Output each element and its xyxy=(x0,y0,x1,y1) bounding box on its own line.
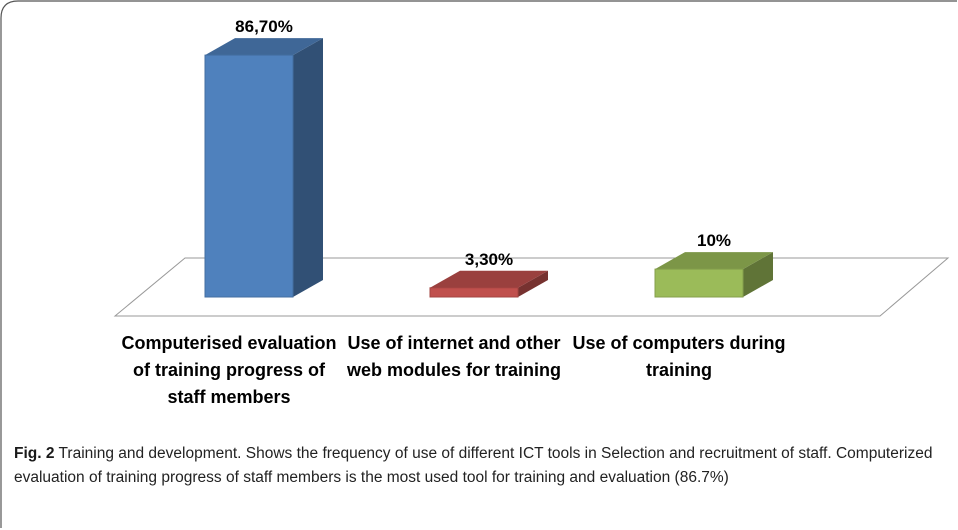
bar-top xyxy=(430,270,548,288)
bar xyxy=(654,268,744,298)
value-label: 86,70% xyxy=(235,17,293,36)
category-label: Use of internet and other web modules fo… xyxy=(346,333,561,380)
bar-side xyxy=(293,38,323,298)
bar-side xyxy=(743,252,773,297)
caption-text: Training and development. Shows the freq… xyxy=(14,445,933,486)
floor xyxy=(113,257,950,317)
category-label: Computerised evaluation of training prog… xyxy=(121,333,337,407)
bar-side xyxy=(518,270,548,297)
category-label: Use of computers during training xyxy=(572,333,786,380)
bar-top xyxy=(205,38,323,56)
caption: Fig. 2 Training and development. Shows t… xyxy=(14,442,944,490)
value-label: 3,30% xyxy=(465,250,513,269)
caption-label: Fig. 2 xyxy=(14,445,55,462)
bar-top xyxy=(655,252,773,270)
bar xyxy=(429,287,519,298)
value-label: 10% xyxy=(697,231,731,250)
bar xyxy=(204,54,294,298)
